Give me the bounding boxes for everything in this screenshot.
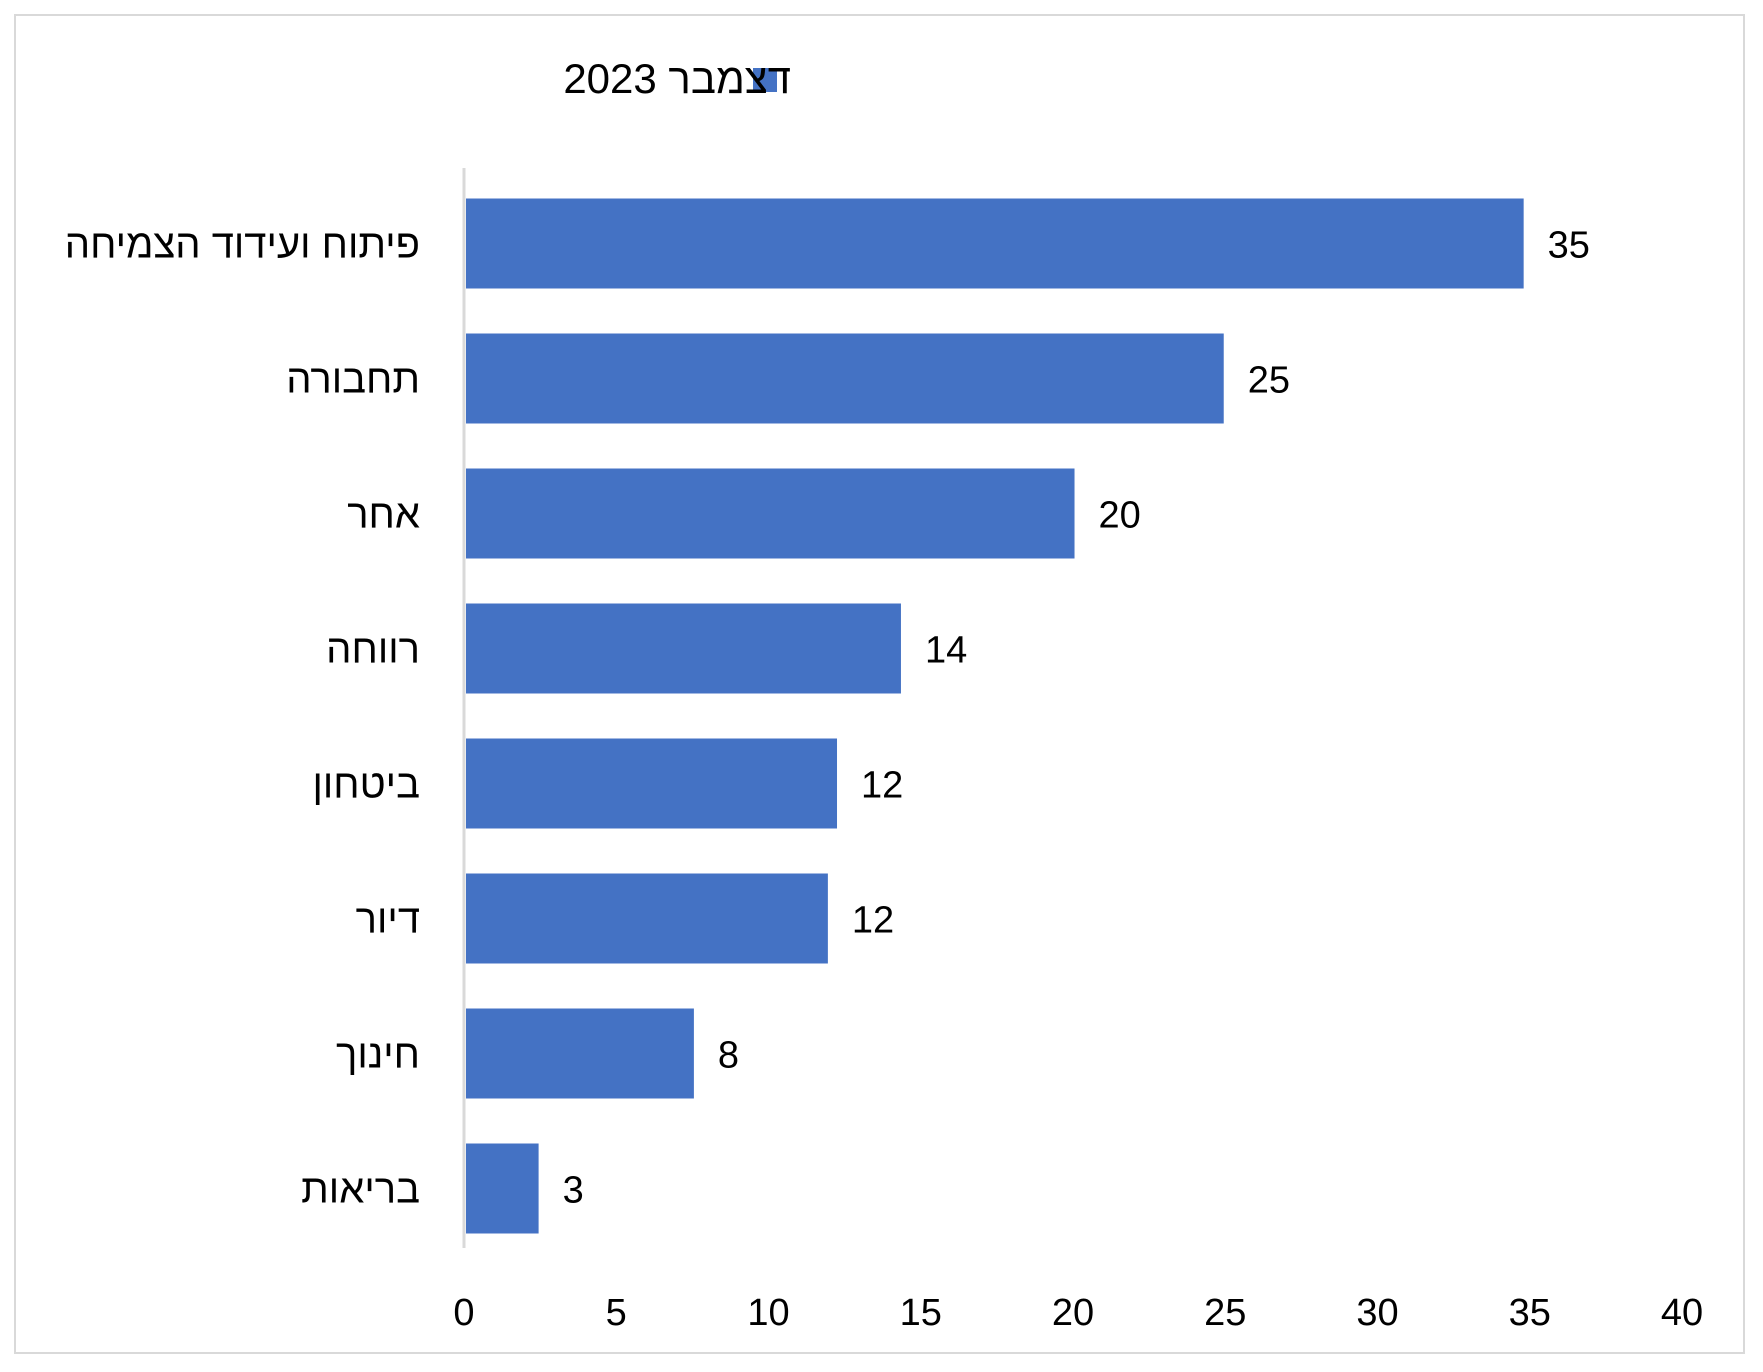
bar-0 xyxy=(466,198,1524,289)
data-label: 3 xyxy=(563,1170,584,1212)
x-tick-label: 35 xyxy=(1509,1292,1551,1334)
data-label: 8 xyxy=(718,1035,739,1077)
x-axis-tick-labels: 0 5 10 15 20 25 30 35 40 xyxy=(453,1292,1703,1334)
category-label: דיור xyxy=(356,898,420,942)
category-label: תחבורה xyxy=(286,358,420,402)
bars-group xyxy=(466,198,1524,1234)
bar-7 xyxy=(466,1143,539,1234)
category-label: חינוך xyxy=(336,1033,420,1077)
data-label: 25 xyxy=(1248,360,1290,402)
value-labels: 35 25 20 14 12 12 8 3 xyxy=(563,225,1590,1212)
data-label: 35 xyxy=(1548,225,1590,267)
data-label: 12 xyxy=(861,765,903,807)
category-labels: פיתוח ועידוד הצמיחה תחבורה אחר רווחה ביטחון ד… xyxy=(65,223,420,1212)
category-label: רווחה xyxy=(326,628,420,672)
data-label: 12 xyxy=(852,900,894,942)
x-tick-label: 25 xyxy=(1204,1292,1246,1334)
x-tick-label: 5 xyxy=(606,1292,627,1334)
x-tick-label: 0 xyxy=(453,1292,474,1334)
bar-1 xyxy=(466,333,1224,424)
category-label: ביטחון xyxy=(312,763,420,807)
data-label: 20 xyxy=(1099,495,1141,537)
category-label: אחר xyxy=(347,493,420,537)
data-label: 14 xyxy=(925,630,967,672)
bar-5 xyxy=(466,873,828,964)
legend-label: דצמבר 2023 xyxy=(563,55,791,102)
bar-6 xyxy=(466,1008,694,1099)
x-tick-label: 10 xyxy=(747,1292,789,1334)
bar-2 xyxy=(466,468,1075,559)
x-tick-label: 40 xyxy=(1661,1292,1703,1334)
category-label: בריאות xyxy=(301,1168,420,1212)
bar-4 xyxy=(466,738,838,829)
legend-swatch xyxy=(753,68,777,92)
x-tick-label: 20 xyxy=(1052,1292,1094,1334)
x-tick-label: 30 xyxy=(1356,1292,1398,1334)
category-label: פיתוח ועידוד הצמיחה xyxy=(65,223,420,267)
x-tick-label: 15 xyxy=(900,1292,942,1334)
legend: דצמבר 2023 xyxy=(563,55,791,102)
bar-3 xyxy=(466,603,901,694)
